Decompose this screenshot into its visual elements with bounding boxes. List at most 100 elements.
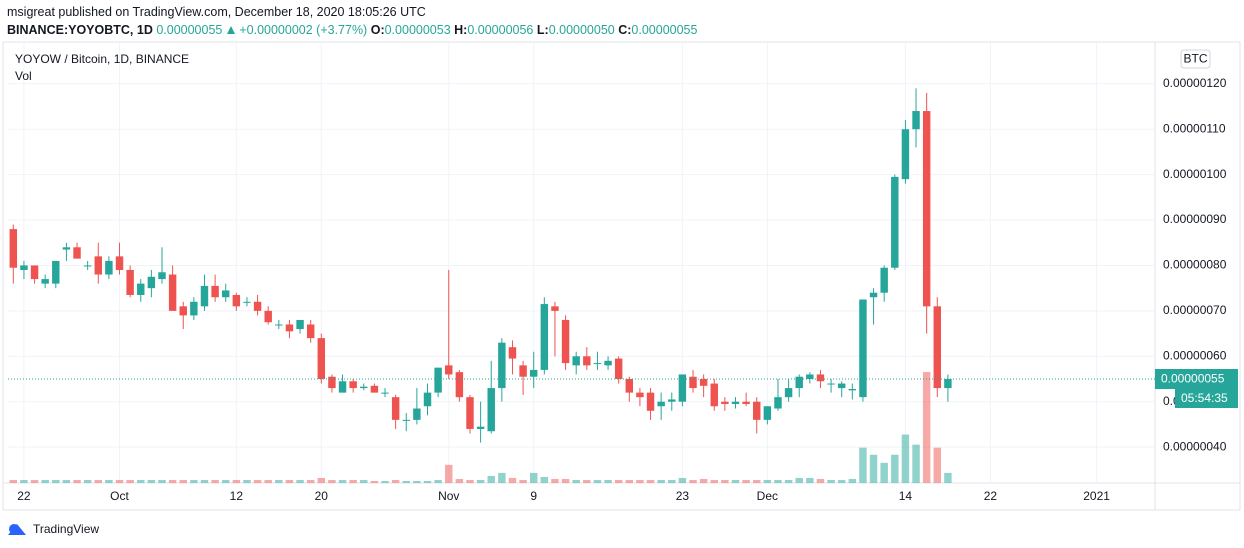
logo-shape — [8, 524, 26, 535]
volume-bar — [381, 480, 389, 483]
volume-bar — [827, 479, 835, 483]
candle-body — [466, 397, 474, 429]
volume-bar — [179, 479, 187, 483]
volume-bar — [498, 472, 506, 483]
volume-bar — [604, 479, 612, 483]
volume-bar — [243, 479, 251, 483]
x-tick-label: Dec — [757, 489, 778, 503]
publisher: msigreat published on TradingView.com, D… — [7, 5, 426, 19]
volume-bar — [529, 472, 538, 483]
candle-body — [52, 260, 60, 284]
volume-bar — [933, 447, 941, 483]
footer-logo[interactable]: TradingView — [8, 522, 99, 536]
symbol: BINANCE:YOYOBTC, 1D — [7, 23, 153, 37]
volume-bar — [338, 479, 347, 483]
candle-body — [604, 360, 612, 366]
volume-bar — [880, 462, 888, 483]
y-tick-label: 0.00000080 — [1163, 258, 1227, 272]
candle-body — [391, 397, 400, 420]
volume-bar — [137, 479, 145, 483]
y-tick-label: 0.00000040 — [1163, 439, 1227, 453]
volume-bar — [784, 479, 793, 483]
volume-bar — [94, 479, 102, 483]
candle-body — [806, 374, 814, 379]
candle-body — [360, 386, 368, 389]
candle-body — [848, 388, 857, 391]
volume-bar — [753, 479, 761, 483]
candle-body — [402, 419, 410, 421]
candle-body — [445, 365, 453, 375]
publisher-line: msigreat published on TradingView.com, D… — [7, 3, 697, 21]
volume-bar — [774, 479, 782, 483]
volume-bar — [561, 478, 570, 483]
candle-body — [827, 383, 835, 385]
candle-body — [370, 385, 379, 393]
volume-bar — [901, 434, 910, 483]
candle-body — [763, 406, 772, 420]
volume-bar — [944, 472, 952, 483]
volume-bar — [710, 479, 718, 483]
candle-body — [137, 283, 145, 295]
candle-body — [891, 176, 899, 268]
countdown-tag — [1175, 388, 1238, 408]
candle-body — [253, 301, 262, 311]
y-tick-label: 0.00000110 — [1163, 121, 1226, 135]
volume-bar — [455, 478, 464, 483]
candle-body — [94, 256, 102, 275]
volume-bar — [275, 479, 283, 483]
volume-bar — [434, 479, 442, 483]
volume-bar — [370, 480, 379, 483]
y-tick-label: 0.00000090 — [1163, 212, 1227, 226]
candle-body — [41, 279, 49, 284]
x-tick-label: Nov — [438, 489, 459, 503]
candle-body — [232, 294, 241, 307]
last-price: 0.00000055 — [156, 23, 223, 37]
candle-body — [859, 299, 867, 398]
candle-body — [561, 319, 570, 364]
candle-body — [689, 376, 697, 389]
candle-body — [105, 260, 113, 275]
candle-body — [551, 306, 559, 311]
candle-body — [508, 347, 517, 359]
volume-bar — [646, 479, 655, 483]
candle-body — [264, 310, 272, 323]
volume-bar — [83, 479, 92, 483]
candle-body — [625, 378, 634, 393]
volume-bar — [466, 479, 474, 483]
candle-body — [668, 399, 676, 402]
volume-bar — [200, 479, 209, 483]
candle-body — [869, 292, 878, 298]
candle-body — [158, 272, 166, 280]
volume-bar — [264, 479, 272, 483]
low-label: L: — [536, 23, 549, 37]
candle-body — [944, 378, 952, 389]
volume-bar — [593, 479, 602, 483]
volume-bar — [731, 479, 740, 483]
x-tick-label: 22 — [17, 489, 31, 503]
candle-body — [593, 363, 602, 365]
candle-body — [636, 392, 644, 398]
volume-bar — [476, 479, 485, 483]
volume-bar — [349, 479, 357, 483]
volume-bar — [540, 476, 549, 483]
volume-bar — [657, 479, 665, 483]
volume-bar — [859, 447, 867, 483]
volume-bar — [689, 479, 697, 483]
currency-button[interactable] — [1180, 49, 1211, 69]
volume-bar — [158, 479, 166, 483]
volume-bar — [508, 477, 517, 483]
header: msigreat published on TradingView.com, D… — [7, 3, 697, 39]
countdown-label: 05:54:35 — [1181, 391, 1228, 405]
high-label: H: — [454, 23, 468, 37]
y-tick-label: 0.00000120 — [1163, 76, 1227, 90]
volume-bar — [636, 479, 644, 483]
volume-bar — [253, 479, 262, 483]
x-tick-label: 22 — [984, 489, 998, 503]
open-value: 0.00000053 — [384, 23, 451, 37]
candle-body — [487, 388, 495, 432]
volume-bar — [52, 479, 60, 483]
candle-body — [795, 376, 803, 389]
candle-body — [423, 392, 432, 407]
volume-bar — [147, 479, 156, 483]
